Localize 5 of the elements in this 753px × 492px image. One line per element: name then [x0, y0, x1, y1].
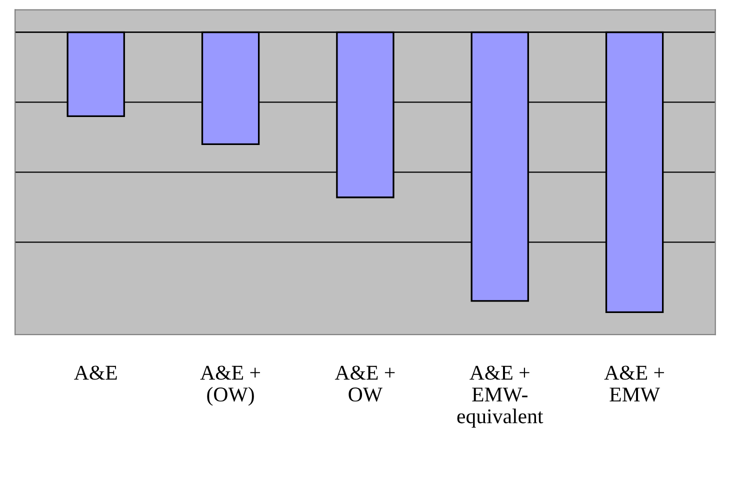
x-tick-label: A&E + EMW- equivalent	[457, 366, 544, 428]
x-tick-label: A&E	[74, 366, 117, 380]
x-tick-label: A&E + EMW	[604, 366, 664, 402]
x-tick-label: A&E + OW	[334, 366, 395, 402]
x-tick-label: A&E + (OW)	[200, 366, 260, 406]
